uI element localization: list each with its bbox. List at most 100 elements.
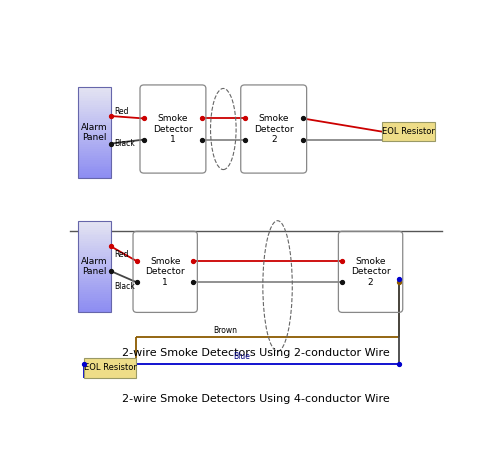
Text: Black: Black [114, 282, 135, 291]
Bar [78, 235, 111, 237]
Text: EOL Resistor: EOL Resistor [84, 364, 136, 372]
Bar [78, 142, 111, 143]
Bar [78, 121, 111, 123]
Bar [78, 147, 111, 149]
Text: Alarm
Panel: Alarm Panel [81, 123, 108, 142]
Bar [78, 154, 111, 156]
Bar [78, 281, 111, 283]
Text: Red: Red [114, 250, 128, 259]
Bar [78, 283, 111, 285]
Bar [78, 132, 111, 134]
Bar [78, 292, 111, 294]
Bar [78, 296, 111, 298]
Bar [78, 289, 111, 290]
Bar [78, 252, 111, 254]
Bar [78, 223, 111, 224]
Bar [78, 303, 111, 305]
Bar [78, 94, 111, 96]
Bar [78, 237, 111, 239]
Text: 2-wire Smoke Detectors Using 2-conductor Wire: 2-wire Smoke Detectors Using 2-conductor… [122, 348, 390, 358]
Bar [78, 250, 111, 252]
Bar [382, 122, 434, 142]
Text: EOL Resistor: EOL Resistor [382, 127, 435, 136]
Bar [78, 239, 111, 241]
Text: Smoke
Detector
1: Smoke Detector 1 [146, 257, 185, 287]
Bar [78, 165, 111, 167]
Bar [78, 116, 111, 118]
Bar [78, 248, 111, 250]
Bar [78, 109, 111, 110]
Bar [78, 272, 111, 274]
Bar [78, 311, 111, 312]
Bar [78, 256, 111, 257]
Bar [78, 241, 111, 243]
Bar [78, 162, 111, 164]
Bar [78, 107, 111, 109]
Bar [78, 300, 111, 301]
Bar [78, 138, 111, 140]
Bar [78, 246, 111, 248]
Bar [78, 156, 111, 158]
Bar [78, 114, 111, 116]
Bar [78, 268, 111, 270]
Bar [78, 164, 111, 165]
Bar [78, 254, 111, 256]
Bar [78, 221, 111, 312]
Bar [78, 276, 111, 278]
Text: Smoke
Detector
1: Smoke Detector 1 [153, 114, 193, 144]
Bar [78, 267, 111, 268]
Bar [78, 103, 111, 105]
Bar [78, 160, 111, 162]
Bar [78, 290, 111, 292]
Bar [78, 88, 111, 90]
Bar [78, 118, 111, 120]
Bar [78, 309, 111, 311]
Bar [78, 105, 111, 107]
Bar [78, 131, 111, 132]
Bar [78, 153, 111, 154]
Bar [78, 136, 111, 138]
Bar [78, 110, 111, 112]
Bar [78, 125, 111, 127]
Text: Red: Red [114, 107, 128, 116]
Bar [78, 265, 111, 267]
Bar [78, 287, 111, 289]
Bar [78, 305, 111, 307]
Text: Black: Black [114, 139, 135, 148]
Bar [78, 224, 111, 226]
Bar [78, 279, 111, 281]
Bar [78, 234, 111, 235]
Bar [78, 127, 111, 129]
Bar [78, 145, 111, 147]
Bar [78, 226, 111, 228]
Bar [78, 99, 111, 101]
Bar [78, 92, 111, 94]
Bar [78, 278, 111, 279]
Text: Blue: Blue [233, 352, 250, 361]
Bar [78, 294, 111, 296]
Bar [78, 173, 111, 174]
Bar [78, 158, 111, 160]
Bar [78, 263, 111, 265]
Bar [78, 274, 111, 276]
Bar [78, 228, 111, 230]
Text: Brown: Brown [214, 326, 238, 335]
Bar [78, 298, 111, 300]
Bar [78, 270, 111, 272]
Bar [78, 134, 111, 136]
Text: Smoke
Detector
2: Smoke Detector 2 [254, 114, 294, 144]
Text: 2-wire Smoke Detectors Using 4-conductor Wire: 2-wire Smoke Detectors Using 4-conductor… [122, 394, 390, 404]
Bar [78, 307, 111, 309]
Text: Alarm
Panel: Alarm Panel [81, 257, 108, 276]
Bar [78, 232, 111, 234]
Bar [78, 245, 111, 246]
Bar [78, 120, 111, 121]
Bar [78, 87, 111, 178]
Bar [78, 98, 111, 99]
Bar [78, 87, 111, 88]
Bar [78, 129, 111, 131]
Bar [78, 101, 111, 103]
Bar [78, 96, 111, 98]
Bar [78, 257, 111, 259]
Bar [78, 176, 111, 178]
